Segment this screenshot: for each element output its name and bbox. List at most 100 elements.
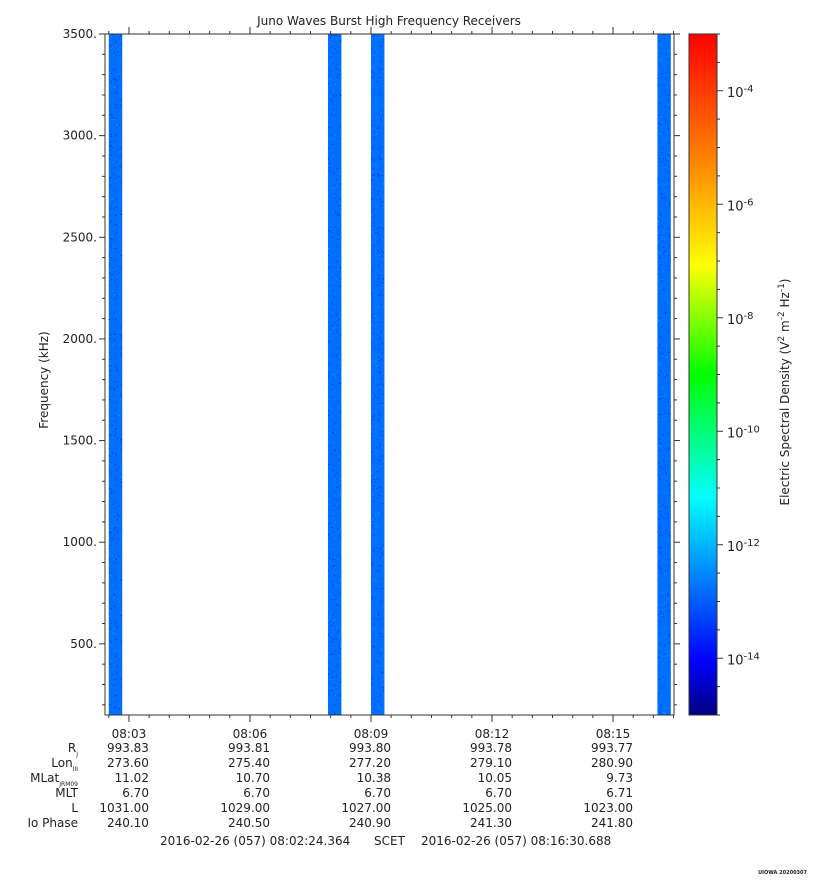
burst-speckle — [118, 515, 120, 517]
burst-speckle — [110, 622, 112, 624]
burst-speckle — [664, 64, 666, 66]
burst-speckle — [376, 228, 378, 230]
burst-speckle — [115, 365, 117, 367]
burst-speckle — [330, 515, 332, 517]
burst-speckle — [374, 225, 376, 227]
burst-speckle — [117, 86, 118, 88]
burst-speckle — [109, 208, 111, 210]
burst-speckle — [329, 56, 331, 58]
burst-speckle — [378, 305, 380, 307]
burst-speckle — [665, 127, 667, 129]
burst-speckle — [372, 87, 374, 89]
burst-speckle — [382, 292, 384, 293]
burst-speckle — [374, 514, 376, 516]
burst-speckle — [120, 90, 122, 92]
burst-speckle — [328, 441, 330, 443]
colorbar — [688, 33, 718, 716]
burst-speckle — [666, 634, 668, 636]
burst-speckle — [664, 607, 665, 609]
burst-speckle — [658, 169, 660, 171]
burst-speckle — [380, 647, 382, 649]
burst-speckle — [334, 465, 336, 466]
burst-speckle — [335, 495, 336, 496]
burst-speckle — [116, 286, 118, 287]
burst-speckle — [339, 241, 341, 243]
burst-speckle — [665, 533, 667, 535]
burst-speckle — [337, 269, 339, 271]
burst-speckle — [665, 656, 667, 658]
burst-speckle — [379, 338, 381, 339]
burst-speckle — [665, 121, 667, 123]
burst-speckle — [659, 287, 661, 289]
burst-speckle — [373, 456, 374, 458]
burst-speckle — [110, 363, 112, 365]
burst-speckle — [660, 551, 661, 553]
burst-speckle — [330, 625, 332, 627]
burst-speckle — [375, 313, 377, 315]
burst-speckle — [372, 68, 374, 69]
burst-speckle — [108, 548, 110, 550]
burst-speckle — [381, 684, 383, 686]
burst-speckle — [372, 47, 374, 49]
burst-speckle — [668, 49, 670, 51]
burst-speckle — [115, 180, 117, 182]
burst-speckle — [662, 253, 664, 254]
burst-speckle — [329, 656, 331, 658]
burst-speckle — [111, 653, 113, 655]
burst-speckle — [119, 165, 120, 167]
burst-speckle — [374, 698, 376, 700]
burst-speckle — [338, 703, 340, 705]
burst-speckle — [330, 636, 332, 638]
burst-speckle — [331, 432, 333, 434]
burst-speckle — [117, 559, 119, 560]
burst-speckle — [120, 240, 122, 242]
burst-speckle — [334, 478, 336, 480]
burst-speckle — [111, 117, 113, 118]
burst-speckle — [117, 530, 118, 532]
burst-speckle — [340, 134, 342, 136]
burst-speckle — [111, 259, 113, 261]
burst-speckle — [381, 543, 383, 545]
burst-speckle — [331, 107, 333, 109]
burst-speckle — [660, 510, 662, 512]
burst-speckle — [334, 83, 336, 85]
burst-speckle — [328, 499, 330, 501]
burst-speckle — [336, 314, 338, 316]
burst-speckle — [121, 482, 123, 483]
burst-speckle — [329, 524, 331, 526]
burst-speckle — [662, 347, 664, 349]
burst-speckle — [373, 638, 375, 640]
burst-speckle — [658, 320, 660, 322]
burst-speckle — [112, 455, 113, 457]
burst-speckle — [110, 489, 112, 491]
burst-speckle — [329, 517, 331, 519]
ephemeris-value: 275.40 — [228, 756, 270, 770]
burst-speckle — [328, 198, 330, 200]
burst-speckle — [109, 158, 110, 160]
burst-speckle — [665, 54, 667, 56]
burst-speckle — [379, 438, 380, 440]
burst-speckle — [330, 679, 332, 680]
burst-speckle — [378, 563, 380, 565]
burst-speckle — [334, 97, 336, 99]
burst-speckle — [337, 238, 338, 240]
burst-speckle — [665, 398, 666, 400]
burst-speckle — [113, 246, 115, 248]
burst-speckle — [665, 166, 667, 168]
colorbar-label-sup: 2 — [777, 336, 787, 342]
burst-speckle — [667, 645, 669, 647]
burst-speckle — [329, 588, 331, 590]
burst-speckle — [383, 379, 385, 381]
burst-speckle — [334, 135, 336, 137]
burst-speckle — [375, 634, 377, 636]
burst-speckle — [667, 104, 669, 106]
burst-speckle — [381, 548, 383, 550]
burst-speckle — [378, 577, 380, 579]
burst-speckle — [337, 365, 339, 367]
ephemeris-row-label: MLatJRM09 — [30, 771, 78, 788]
burst-speckle — [329, 556, 331, 558]
burst-speckle — [665, 414, 666, 416]
burst-speckle — [664, 284, 666, 286]
burst-speckle — [668, 230, 670, 232]
